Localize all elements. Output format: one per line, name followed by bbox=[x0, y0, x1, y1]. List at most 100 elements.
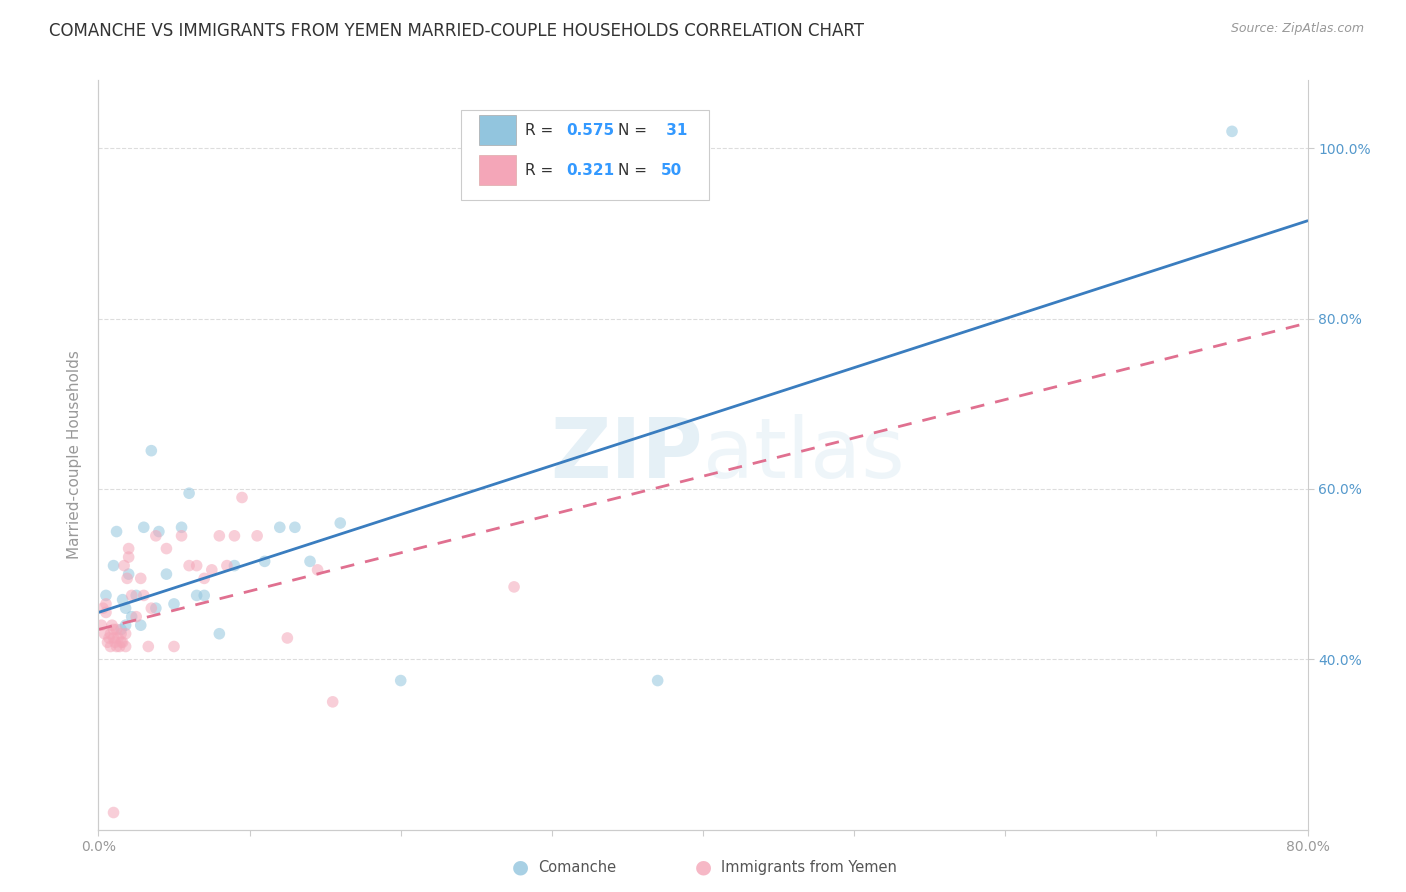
Point bbox=[170, 529, 193, 543]
Point bbox=[193, 589, 215, 603]
Text: 31: 31 bbox=[661, 123, 688, 138]
Point bbox=[208, 626, 231, 640]
Point bbox=[125, 609, 148, 624]
Point bbox=[103, 631, 125, 645]
Point bbox=[276, 631, 298, 645]
Text: ●: ● bbox=[695, 857, 711, 877]
Point bbox=[94, 606, 117, 620]
Point bbox=[155, 541, 177, 556]
Point bbox=[111, 592, 134, 607]
Point bbox=[103, 558, 125, 573]
Point bbox=[103, 623, 125, 637]
Point bbox=[145, 529, 167, 543]
Point bbox=[104, 635, 127, 649]
FancyBboxPatch shape bbox=[479, 115, 516, 145]
Point bbox=[110, 623, 132, 637]
Point bbox=[111, 635, 134, 649]
Point bbox=[118, 550, 141, 565]
Point bbox=[105, 640, 128, 654]
Point bbox=[100, 640, 122, 654]
Point bbox=[129, 618, 152, 632]
Point bbox=[284, 520, 307, 534]
Point bbox=[201, 563, 224, 577]
Point bbox=[503, 580, 526, 594]
Point bbox=[322, 695, 344, 709]
Point bbox=[90, 618, 112, 632]
Point bbox=[224, 558, 246, 573]
Point bbox=[112, 558, 135, 573]
Text: atlas: atlas bbox=[703, 415, 904, 495]
Point bbox=[163, 640, 186, 654]
Point bbox=[141, 443, 163, 458]
Text: 50: 50 bbox=[661, 162, 682, 178]
Point bbox=[96, 635, 118, 649]
Point bbox=[269, 520, 291, 534]
Point bbox=[155, 567, 177, 582]
Point bbox=[110, 626, 132, 640]
Point bbox=[103, 805, 125, 820]
Point bbox=[118, 567, 141, 582]
Point bbox=[307, 563, 329, 577]
Point bbox=[647, 673, 669, 688]
Point bbox=[110, 635, 132, 649]
Point bbox=[1220, 124, 1243, 138]
Text: 0.575: 0.575 bbox=[567, 123, 614, 138]
Point bbox=[193, 571, 215, 585]
Text: N =: N = bbox=[619, 162, 652, 178]
Point bbox=[253, 554, 276, 568]
Point bbox=[231, 491, 253, 505]
Text: N =: N = bbox=[619, 123, 652, 138]
Point bbox=[121, 589, 143, 603]
Point bbox=[299, 554, 322, 568]
Point bbox=[108, 640, 131, 654]
Point bbox=[208, 529, 231, 543]
Point bbox=[246, 529, 269, 543]
Text: Source: ZipAtlas.com: Source: ZipAtlas.com bbox=[1230, 22, 1364, 36]
Text: R =: R = bbox=[526, 123, 558, 138]
Point bbox=[129, 571, 152, 585]
Point bbox=[105, 524, 128, 539]
Point bbox=[141, 601, 163, 615]
Point bbox=[186, 589, 208, 603]
Text: ●: ● bbox=[512, 857, 529, 877]
Point bbox=[125, 589, 148, 603]
Point bbox=[179, 486, 201, 500]
Point bbox=[179, 558, 201, 573]
FancyBboxPatch shape bbox=[479, 155, 516, 186]
Point bbox=[114, 626, 136, 640]
Text: COMANCHE VS IMMIGRANTS FROM YEMEN MARRIED-COUPLE HOUSEHOLDS CORRELATION CHART: COMANCHE VS IMMIGRANTS FROM YEMEN MARRIE… bbox=[49, 22, 865, 40]
Text: Comanche: Comanche bbox=[538, 860, 617, 874]
Point bbox=[224, 529, 246, 543]
FancyBboxPatch shape bbox=[461, 111, 709, 200]
Point bbox=[186, 558, 208, 573]
Point bbox=[132, 589, 155, 603]
Point bbox=[114, 618, 136, 632]
Point bbox=[98, 631, 121, 645]
Point bbox=[148, 524, 170, 539]
Point bbox=[215, 558, 238, 573]
Text: Immigrants from Yemen: Immigrants from Yemen bbox=[721, 860, 897, 874]
Point bbox=[170, 520, 193, 534]
Point bbox=[101, 618, 124, 632]
Y-axis label: Married-couple Households: Married-couple Households bbox=[67, 351, 83, 559]
Point bbox=[389, 673, 412, 688]
Point bbox=[94, 589, 117, 603]
Point bbox=[93, 626, 115, 640]
Point bbox=[105, 623, 128, 637]
Point bbox=[121, 609, 143, 624]
Point bbox=[107, 631, 129, 645]
Point bbox=[115, 571, 138, 585]
Point bbox=[118, 541, 141, 556]
Text: ZIP: ZIP bbox=[551, 415, 703, 495]
Point bbox=[132, 520, 155, 534]
Point bbox=[114, 601, 136, 615]
Text: 0.321: 0.321 bbox=[567, 162, 614, 178]
Point bbox=[163, 597, 186, 611]
Point bbox=[94, 597, 117, 611]
Point bbox=[329, 516, 352, 530]
Point bbox=[145, 601, 167, 615]
Text: R =: R = bbox=[526, 162, 558, 178]
Point bbox=[114, 640, 136, 654]
Point bbox=[91, 601, 114, 615]
Point bbox=[100, 626, 122, 640]
